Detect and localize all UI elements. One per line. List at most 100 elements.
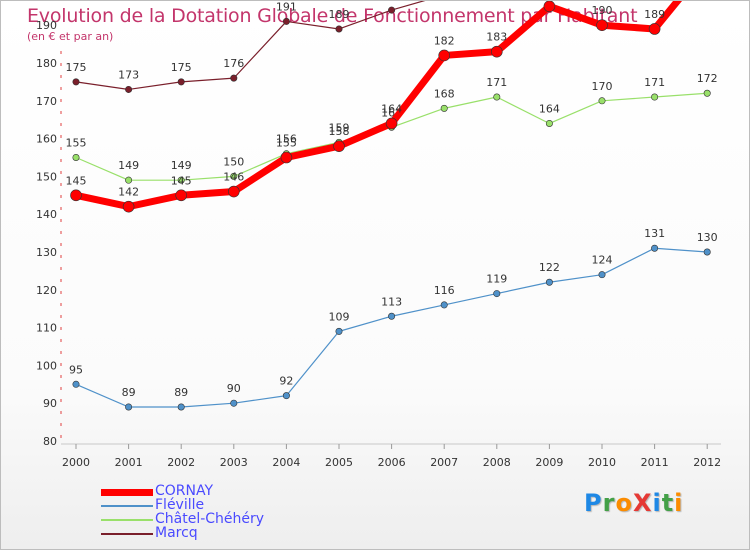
x-tick-label: 2012: [693, 456, 721, 469]
data-label-chatel-chehery: 171: [486, 76, 507, 89]
data-point-fleville: [177, 403, 185, 411]
data-point-chatel-chehery: [177, 176, 185, 184]
chart-title: Evolution de la Dotation Globale de Fonc…: [27, 5, 638, 27]
data-point-fleville: [282, 392, 290, 400]
data-label-chatel-chehery: 164: [539, 102, 560, 115]
data-label-fleville: 113: [381, 295, 402, 308]
x-tick-label: 2005: [325, 456, 353, 469]
data-point-chatel-chehery: [493, 93, 501, 101]
data-label-fleville: 89: [122, 386, 136, 399]
data-label-cornay: 189: [644, 8, 665, 21]
data-point-cornay: [122, 200, 135, 213]
data-point-fleville: [125, 403, 133, 411]
data-label-chatel-chehery: 172: [697, 72, 718, 85]
data-label-marcq: 189: [329, 8, 350, 21]
data-label-cornay: 164: [381, 102, 402, 115]
x-tick-label: 2004: [272, 456, 300, 469]
data-point-cornay: [280, 151, 293, 164]
data-point-cornay: [70, 189, 82, 202]
data-point-fleville: [598, 271, 606, 279]
data-label-fleville: 130: [697, 231, 718, 244]
data-point-fleville: [335, 327, 343, 335]
data-point-cornay: [543, 1, 556, 13]
data-point-fleville: [72, 380, 80, 388]
data-point-cornay: [490, 45, 503, 58]
data-label-fleville: 122: [539, 261, 560, 274]
data-label-marcq: 191: [276, 1, 297, 13]
data-label-fleville: 124: [592, 254, 613, 267]
data-point-chatel-chehery: [72, 154, 80, 162]
legend-label: Châtel-Chéhéry: [155, 511, 265, 527]
data-point-fleville: [651, 244, 659, 252]
data-point-cornay: [333, 140, 345, 152]
data-point-cornay: [175, 189, 187, 202]
y-tick-label: 160: [36, 133, 57, 146]
data-point-chatel-chehery: [440, 104, 448, 112]
y-tick-label: 140: [36, 208, 57, 221]
data-point-marcq: [177, 78, 185, 86]
data-point-fleville: [703, 248, 711, 256]
data-point-cornay: [385, 117, 398, 130]
logo-letter: i: [652, 489, 662, 517]
x-tick-label: 2003: [220, 456, 248, 469]
y-tick-label: 100: [36, 359, 57, 372]
data-point-marcq: [335, 25, 343, 33]
data-label-cornay: 155: [276, 137, 297, 150]
x-tick-label: 2002: [167, 456, 195, 469]
legend-swatch: [101, 533, 153, 535]
y-tick-label: 180: [36, 57, 57, 70]
logo-letter: o: [615, 489, 633, 517]
data-point-chatel-chehery: [230, 172, 238, 180]
data-point-marcq: [388, 6, 396, 14]
legend-swatch: [101, 505, 153, 507]
data-point-chatel-chehery: [651, 93, 659, 101]
data-label-fleville: 109: [329, 310, 350, 323]
data-label-cornay: 145: [66, 174, 87, 187]
logo-letter: X: [632, 489, 653, 517]
data-label-cornay: 146: [223, 171, 244, 184]
y-tick-label: 90: [43, 397, 57, 410]
y-tick-label: 120: [36, 284, 57, 297]
y-tick-label: 190: [36, 19, 57, 32]
data-label-marcq: 176: [223, 57, 244, 70]
series-line-marcq: [75, 1, 426, 91]
data-point-cornay: [228, 185, 240, 198]
data-point-marcq: [282, 17, 290, 25]
x-tick-label: 2009: [535, 456, 563, 469]
series-line-fleville: [75, 247, 708, 408]
data-label-chatel-chehery: 149: [171, 159, 192, 172]
data-label-fleville: 92: [279, 375, 293, 388]
proxiti-logo: ProXiti: [584, 489, 683, 517]
data-point-chatel-chehery: [598, 97, 606, 105]
data-label-fleville: 131: [644, 227, 665, 240]
y-tick-label: 110: [36, 322, 57, 335]
data-label-chatel-chehery: 159: [329, 121, 350, 134]
x-tick-label: 2000: [62, 456, 90, 469]
logo-letter: r: [602, 489, 616, 517]
data-label-cornay: 183: [486, 31, 507, 44]
x-tick-label: 2008: [483, 456, 511, 469]
y-tick-label: 80: [43, 435, 57, 448]
data-label-marcq: 175: [66, 61, 87, 74]
data-label-fleville: 89: [174, 386, 188, 399]
data-label-chatel-chehery: 168: [434, 87, 455, 100]
data-label-cornay: 142: [118, 186, 139, 199]
y-tick-label: 170: [36, 95, 57, 108]
data-point-cornay: [648, 23, 661, 35]
data-label-cornay: 190: [592, 4, 613, 17]
x-tick-label: 2007: [430, 456, 458, 469]
data-point-chatel-chehery: [125, 176, 133, 184]
data-label-chatel-chehery: 156: [276, 133, 297, 146]
y-tick-label: 150: [36, 170, 57, 183]
chart-subtitle: (en € et par an): [27, 30, 114, 43]
data-point-fleville: [493, 290, 501, 298]
data-point-cornay: [596, 19, 608, 32]
legend-swatch: [101, 519, 153, 521]
logo-letter: t: [661, 489, 675, 517]
data-label-chatel-chehery: 149: [118, 159, 139, 172]
legend-label: Marcq: [155, 525, 198, 541]
data-label-chatel-chehery: 170: [592, 80, 613, 93]
x-tick-label: 2006: [378, 456, 406, 469]
data-point-fleville: [388, 312, 396, 320]
